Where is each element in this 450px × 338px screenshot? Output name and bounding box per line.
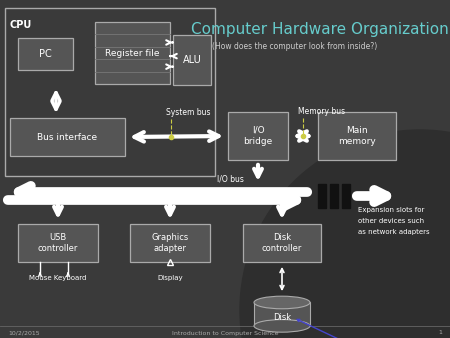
FancyArrowPatch shape bbox=[297, 131, 309, 141]
FancyArrowPatch shape bbox=[39, 273, 41, 276]
Bar bbox=[254, 303, 310, 326]
Text: Main
memory: Main memory bbox=[338, 126, 376, 146]
Text: Graphics
adapter: Graphics adapter bbox=[151, 233, 189, 253]
FancyArrowPatch shape bbox=[67, 273, 69, 276]
Text: ALU: ALU bbox=[183, 55, 202, 65]
Text: Bus interface: Bus interface bbox=[37, 132, 98, 142]
FancyBboxPatch shape bbox=[18, 38, 73, 70]
FancyArrowPatch shape bbox=[166, 40, 173, 45]
FancyArrowPatch shape bbox=[357, 190, 387, 202]
FancyBboxPatch shape bbox=[228, 112, 288, 160]
Bar bbox=[330, 184, 338, 208]
Text: Introduction to Computer Science: Introduction to Computer Science bbox=[172, 331, 278, 336]
FancyBboxPatch shape bbox=[130, 224, 210, 262]
FancyArrowPatch shape bbox=[166, 205, 174, 215]
Ellipse shape bbox=[254, 320, 310, 332]
Bar bbox=[5, 8, 215, 176]
FancyBboxPatch shape bbox=[10, 118, 125, 156]
FancyArrowPatch shape bbox=[278, 205, 286, 215]
Text: CPU: CPU bbox=[9, 20, 31, 30]
FancyArrowPatch shape bbox=[170, 54, 177, 58]
FancyArrowPatch shape bbox=[54, 205, 62, 215]
FancyBboxPatch shape bbox=[173, 35, 211, 85]
FancyBboxPatch shape bbox=[243, 224, 321, 262]
Ellipse shape bbox=[254, 296, 310, 309]
FancyArrowPatch shape bbox=[166, 65, 173, 69]
Bar bbox=[318, 184, 326, 208]
FancyBboxPatch shape bbox=[18, 224, 98, 262]
FancyArrowPatch shape bbox=[254, 165, 262, 176]
Text: USB
controller: USB controller bbox=[38, 233, 78, 253]
FancyBboxPatch shape bbox=[318, 112, 396, 160]
Circle shape bbox=[240, 130, 450, 338]
Bar bbox=[342, 184, 350, 208]
Text: Expansion slots for: Expansion slots for bbox=[358, 207, 424, 213]
Text: Executable (machine language) program
stored on disk: Executable (machine language) program st… bbox=[297, 319, 433, 338]
FancyArrowPatch shape bbox=[52, 93, 60, 110]
FancyArrowPatch shape bbox=[8, 194, 297, 206]
Text: Display: Display bbox=[157, 275, 183, 281]
Text: Computer Hardware Organization: Computer Hardware Organization bbox=[191, 22, 449, 37]
Text: I/O bus: I/O bus bbox=[216, 175, 243, 184]
Text: 10/2/2015: 10/2/2015 bbox=[8, 331, 40, 336]
Text: (How does the computer look from inside?): (How does the computer look from inside?… bbox=[212, 42, 378, 51]
Text: Memory bus: Memory bus bbox=[298, 107, 345, 116]
Text: Mouse Keyboard: Mouse Keyboard bbox=[29, 275, 87, 281]
Text: Disk: Disk bbox=[273, 314, 291, 322]
FancyArrowPatch shape bbox=[18, 186, 307, 198]
FancyArrowPatch shape bbox=[280, 269, 284, 289]
Text: as network adapters: as network adapters bbox=[358, 229, 430, 235]
Text: 1: 1 bbox=[438, 331, 442, 336]
Text: Disk
controller: Disk controller bbox=[262, 233, 302, 253]
Text: Register file: Register file bbox=[105, 48, 160, 57]
Text: other devices such: other devices such bbox=[358, 218, 424, 224]
FancyBboxPatch shape bbox=[95, 22, 170, 84]
FancyArrowPatch shape bbox=[135, 131, 219, 142]
Text: PC: PC bbox=[39, 49, 52, 59]
Text: System bus: System bus bbox=[166, 108, 211, 117]
Text: I/O
bridge: I/O bridge bbox=[243, 126, 273, 146]
